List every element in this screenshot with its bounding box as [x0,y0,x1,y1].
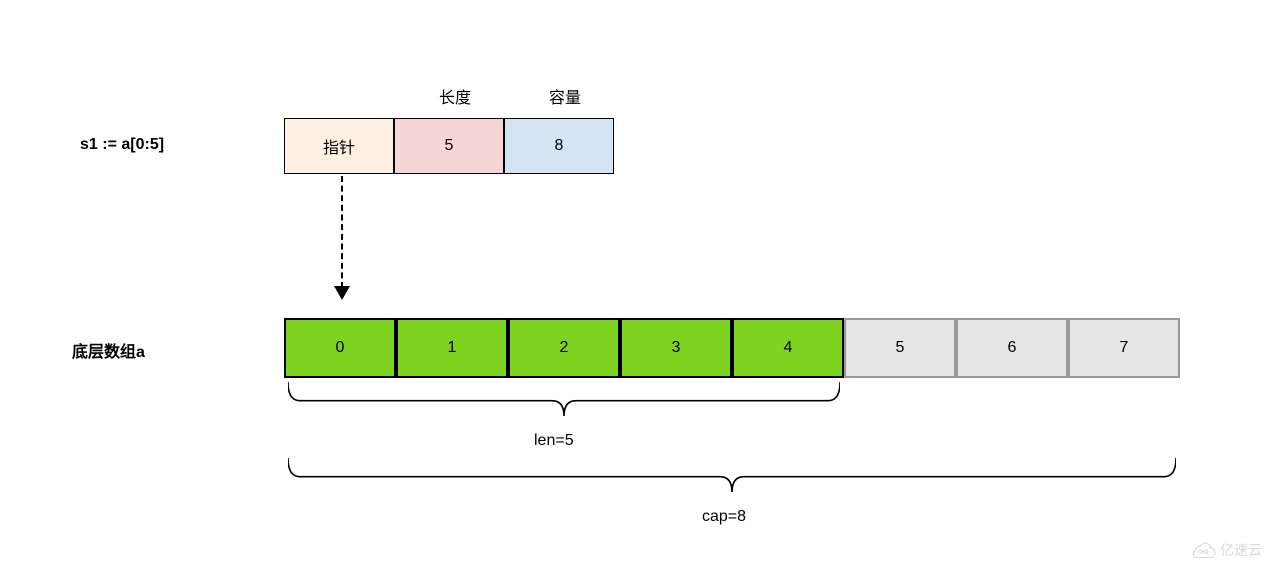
cloud-icon [1190,542,1216,558]
array-cell-7: 7 [1068,318,1180,378]
array-cell-3: 3 [620,318,732,378]
array-cell-1: 1 [396,318,508,378]
array-cell-6: 6 [956,318,1068,378]
slice-cell-0: 指针 [284,118,394,174]
array-label: 底层数组a [72,338,145,362]
slice-cell-2: 8 [504,118,614,174]
watermark-text: 亿速云 [1220,540,1262,560]
array-cell-5: 5 [844,318,956,378]
pointer-arrow-head [334,286,350,300]
header-label-length: 长度 [430,84,480,108]
pointer-arrow-line [341,176,343,288]
brace-cap-label: cap=8 [702,508,746,526]
slice-declaration-label: s1 := a[0:5] [80,136,164,154]
watermark: 亿速云 [1190,540,1262,560]
header-label-capacity: 容量 [540,84,590,108]
slice-cell-1: 5 [394,118,504,174]
array-cell-0: 0 [284,318,396,378]
brace-cap [288,458,1176,504]
brace-len [288,382,840,428]
brace-len-label: len=5 [534,432,574,450]
array-cell-2: 2 [508,318,620,378]
array-cell-4: 4 [732,318,844,378]
